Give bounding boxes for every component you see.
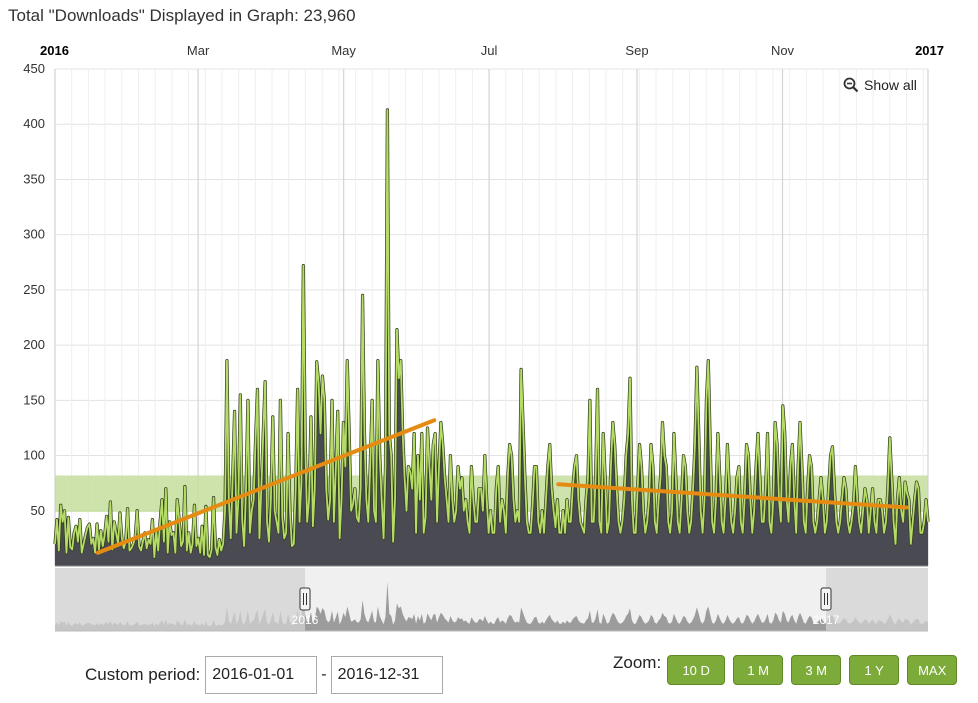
zoom-10d-button[interactable]: 10 D [667, 655, 726, 685]
navigator[interactable]: 2016 2017 [55, 568, 928, 632]
y-tick-label: 100 [23, 448, 45, 463]
x-tick-label: Mar [187, 43, 210, 58]
x-tick-label: 2016 [40, 43, 69, 58]
x-tick-label: Nov [771, 43, 795, 58]
series-line [54, 108, 929, 559]
y-tick-label: 300 [23, 227, 45, 242]
navigator-label-end: 2017 [813, 613, 840, 627]
date-separator: - [321, 666, 327, 683]
show-all-button[interactable]: Show all [843, 77, 917, 93]
trend-line-1 [95, 418, 437, 555]
navigator-handle-left[interactable] [299, 587, 311, 611]
zoom-3m-button[interactable]: 3 M [791, 655, 842, 685]
zoom-out-icon [843, 77, 859, 93]
zoom-label: Zoom: [613, 653, 662, 672]
zoom-1m-button[interactable]: 1 M [733, 655, 784, 685]
axes: 50 100 150 200 250 300 350 400 450 2016 Mar May Jul S… [23, 43, 944, 567]
trend-line-2 [556, 482, 909, 510]
handle-grip [299, 587, 311, 611]
navigator-label-start: 2016 [292, 613, 319, 627]
navigator-mask-left [55, 568, 305, 631]
y-tick-label: 150 [23, 392, 45, 407]
y-tick-label: 200 [23, 337, 45, 352]
x-tick-label: 2017 [915, 43, 944, 58]
x-tick-label: Sep [625, 43, 648, 58]
y-tick-label: 400 [23, 116, 45, 131]
chart-title: Total "Downloads" Displayed in Graph: 23… [8, 6, 356, 25]
zoom-max-button[interactable]: MAX [907, 655, 958, 685]
trend-lines [95, 418, 909, 555]
custom-period: Custom period: - [85, 655, 443, 695]
custom-period-label: Custom period: [85, 665, 201, 684]
zoom-1y-button[interactable]: 1 Y [849, 655, 900, 685]
series-downloads [53, 108, 930, 567]
x-tick-label: May [331, 43, 356, 58]
zoom-controls: Zoom: 10 D 1 M 3 M 1 Y MAX [613, 653, 958, 685]
y-tick-label: 350 [23, 171, 45, 186]
handle-grip [820, 587, 832, 611]
date-to-input[interactable] [330, 656, 443, 694]
y-tick-label: 250 [23, 282, 45, 297]
navigator-handle-right[interactable] [820, 587, 832, 611]
y-tick-label: 450 [23, 61, 45, 76]
x-tick-label: Jul [481, 43, 498, 58]
y-tick-label: 50 [31, 503, 45, 518]
date-from-input[interactable] [205, 656, 318, 694]
navigator-mask-right [826, 568, 928, 631]
show-all-label: Show all [864, 77, 917, 93]
